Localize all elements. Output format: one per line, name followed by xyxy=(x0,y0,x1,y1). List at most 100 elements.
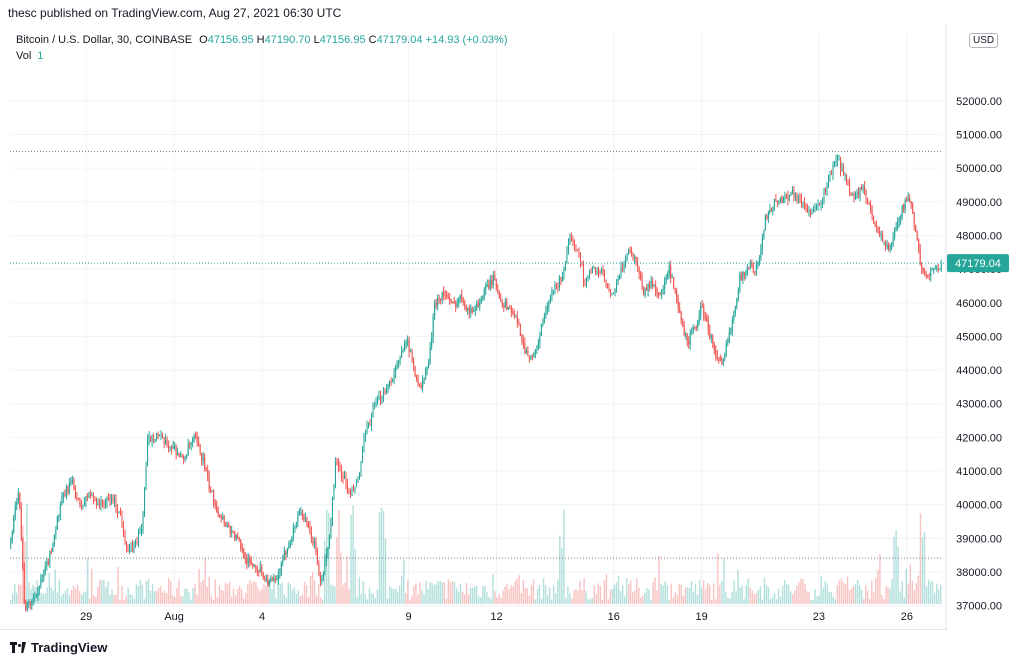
candle-body xyxy=(677,298,679,308)
volume-bar xyxy=(36,580,38,604)
candle-body xyxy=(883,242,885,243)
candle-body xyxy=(485,285,487,290)
candle-body xyxy=(71,479,73,482)
volume-bar xyxy=(346,556,348,604)
candle-body xyxy=(634,256,636,260)
volume-bar xyxy=(109,594,111,604)
volume-bar xyxy=(151,583,154,604)
currency-badge[interactable]: USD xyxy=(969,33,999,48)
candle-body xyxy=(566,251,568,263)
candle-body xyxy=(393,373,395,381)
symbol-title[interactable]: Bitcoin / U.S. Dollar, 30, COINBASE xyxy=(16,34,193,46)
candle-body xyxy=(728,332,730,344)
candle-body xyxy=(190,442,192,445)
volume-label[interactable]: Vol xyxy=(16,50,32,62)
x-tick-label: 12 xyxy=(490,611,502,623)
volume-bar xyxy=(522,580,525,604)
candle-body xyxy=(674,288,676,292)
volume-bar xyxy=(850,588,853,604)
candle-body xyxy=(849,183,851,193)
x-tick-label: 23 xyxy=(813,611,825,623)
volume-bar xyxy=(871,580,873,604)
candle-body xyxy=(101,500,103,505)
candle-body xyxy=(715,350,717,356)
candle-body xyxy=(858,192,860,197)
candle-body xyxy=(192,438,194,443)
volume-bar xyxy=(427,589,429,604)
volume-bar xyxy=(719,585,721,604)
candle-body xyxy=(662,289,664,291)
candle-body xyxy=(256,568,258,571)
candle-body xyxy=(593,267,595,269)
volume-bar xyxy=(374,597,377,604)
candle-body xyxy=(721,361,723,363)
candle-body xyxy=(94,498,96,501)
x-tick-label: 26 xyxy=(901,611,913,623)
candle-body xyxy=(351,489,353,496)
y-tick-label: 39000.00 xyxy=(956,533,1002,545)
candle-body xyxy=(578,250,580,254)
candle-body xyxy=(498,291,500,298)
volume-bar xyxy=(42,593,44,604)
candle-body xyxy=(61,497,63,505)
candle-body xyxy=(528,355,530,359)
candle-body xyxy=(303,514,305,520)
volume-bar xyxy=(897,546,899,604)
candle-body xyxy=(599,272,601,274)
candle-body xyxy=(67,486,69,493)
volume-bar xyxy=(676,594,679,604)
candle-body xyxy=(477,303,479,307)
volume-bar xyxy=(715,599,717,604)
volume-bar xyxy=(155,591,158,604)
volume-bar xyxy=(131,595,133,604)
volume-bar xyxy=(571,598,573,604)
candle-body xyxy=(626,253,628,262)
candle-body xyxy=(482,296,484,300)
close-value: 47179.04 xyxy=(376,34,423,46)
candle-body xyxy=(349,492,352,496)
candle-body xyxy=(853,193,855,198)
volume-bar xyxy=(915,582,918,604)
volume-bar xyxy=(694,583,697,604)
candle-body xyxy=(298,511,300,515)
candle-body xyxy=(330,522,332,537)
volume-bar xyxy=(737,569,739,604)
candle-body xyxy=(437,298,439,306)
y-tick-label: 40000.00 xyxy=(956,500,1002,512)
candle-body xyxy=(885,242,887,247)
candle-body xyxy=(847,182,849,184)
candle-body xyxy=(576,250,578,252)
candle-body xyxy=(850,192,852,196)
candle-body xyxy=(716,355,718,358)
candle-body xyxy=(745,273,747,276)
candle-body xyxy=(381,397,383,400)
candle-body xyxy=(189,444,191,446)
chart-area[interactable]: 36000.0037000.0038000.0039000.0040000.00… xyxy=(0,24,1024,630)
candle-body xyxy=(638,266,640,275)
volume-bar xyxy=(816,596,818,604)
volume-bar xyxy=(834,599,837,604)
volume-bar xyxy=(350,515,352,604)
candle-body xyxy=(438,298,440,300)
volume-bar xyxy=(451,581,454,604)
candle-body xyxy=(724,353,726,359)
volume-bar xyxy=(247,584,249,604)
candle-body xyxy=(470,308,472,313)
price-chart[interactable]: 36000.0037000.0038000.0039000.0040000.00… xyxy=(0,24,1024,630)
candle-body xyxy=(128,546,131,552)
close-label: C xyxy=(368,34,377,46)
last-price-tag xyxy=(947,254,1009,273)
volume-bar xyxy=(785,584,788,604)
candle-body xyxy=(664,281,666,290)
candle-body xyxy=(414,366,416,377)
candle-body xyxy=(539,335,541,344)
candle-body xyxy=(328,536,330,548)
candle-body xyxy=(25,603,27,610)
volume-bar xyxy=(749,587,751,604)
volume-bar xyxy=(234,595,237,604)
candle-body xyxy=(811,211,813,215)
candle-body xyxy=(441,292,443,301)
volume-bar xyxy=(909,564,912,604)
footer-brand[interactable]: TradingView xyxy=(10,640,107,655)
volume-bar xyxy=(510,584,512,604)
